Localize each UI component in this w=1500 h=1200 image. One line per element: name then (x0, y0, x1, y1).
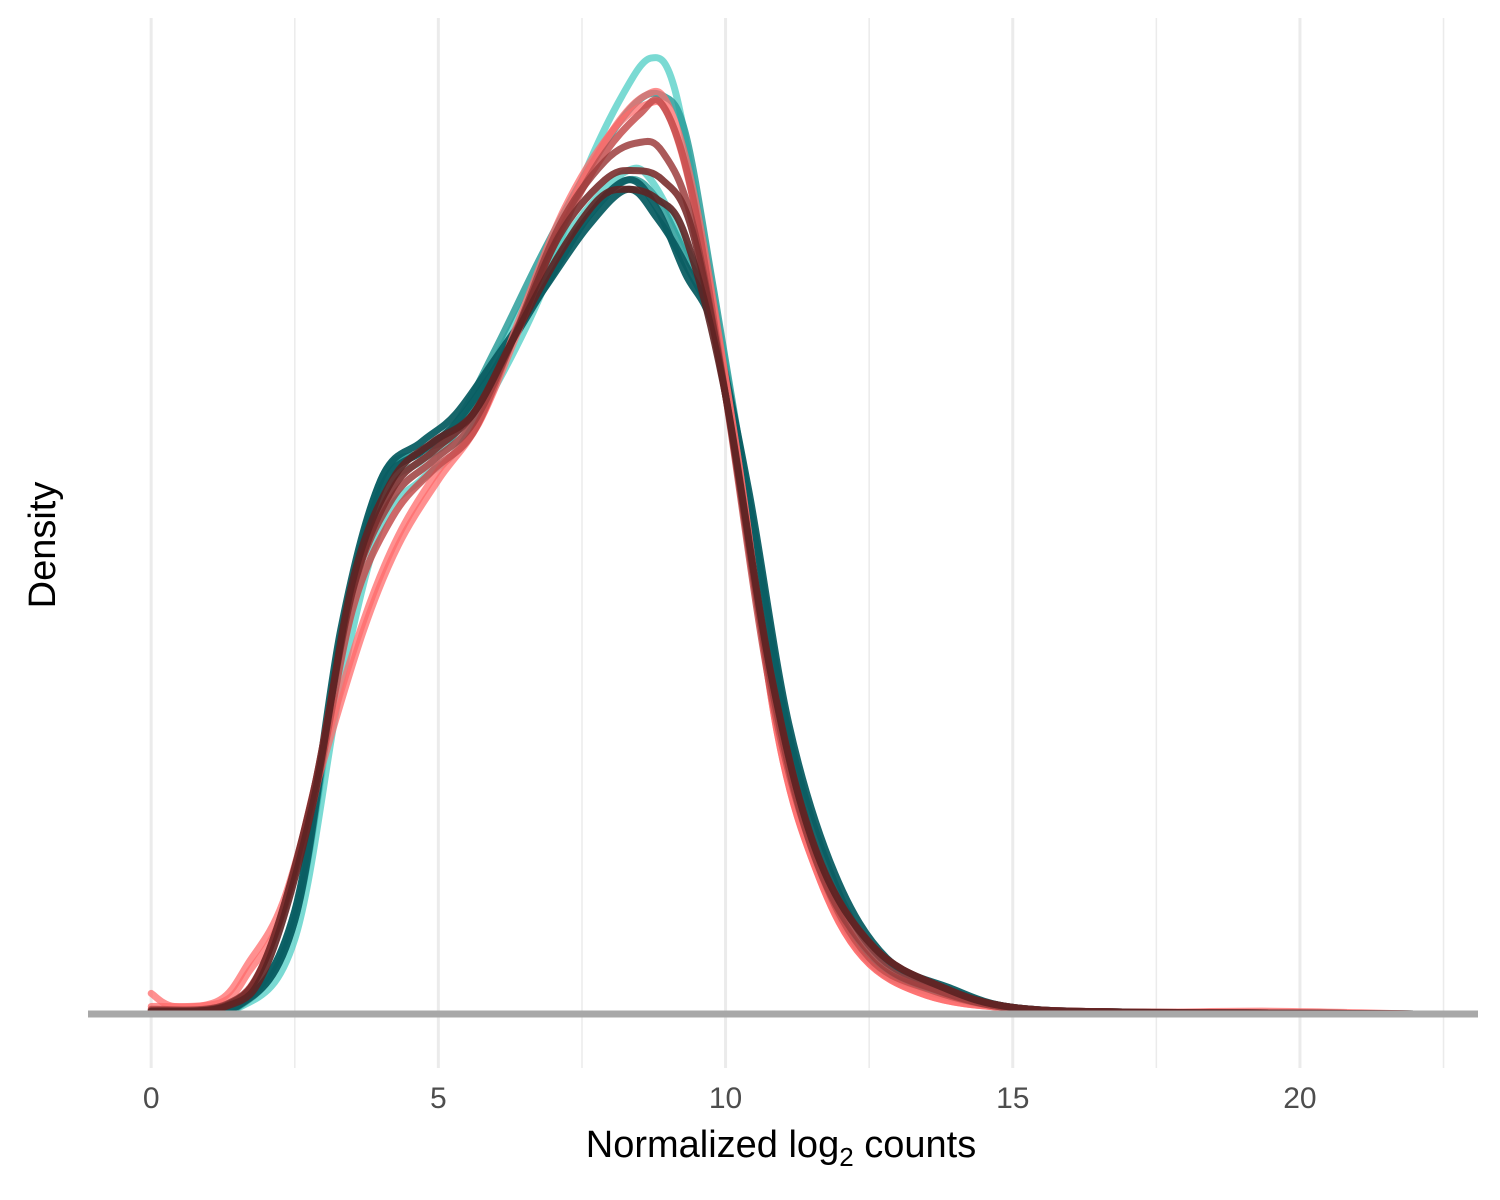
density-line-5 (147, 185, 1419, 1018)
density-line-3 (147, 89, 1419, 1018)
density-line-2 (147, 164, 1419, 1018)
density-line-1 (147, 54, 1419, 1018)
x-tick-label-10: 10 (709, 1082, 742, 1115)
density-line-6 (147, 176, 1419, 1018)
y-axis-title: Density (22, 482, 64, 609)
x-axis-title-subscript: 2 (839, 1142, 853, 1172)
density-line-11 (147, 167, 1419, 1018)
x-axis-title-suffix: counts (854, 1124, 977, 1166)
density-line-9 (147, 96, 1419, 1018)
x-tick-label-20: 20 (1283, 1082, 1316, 1115)
density-line-4 (147, 175, 1419, 1018)
density-line-12 (147, 185, 1419, 1018)
density-line-8 (147, 97, 1419, 1018)
density-line-7 (147, 87, 1419, 1018)
vertical-gridlines (149, 18, 1445, 1068)
x-tick-label-5: 5 (430, 1082, 447, 1115)
density-line-10 (147, 137, 1419, 1018)
x-tick-labels: 0 5 10 15 20 (143, 1082, 1317, 1115)
density-curves (147, 54, 1419, 1018)
x-axis-title: Normalized log2 counts (586, 1124, 976, 1172)
x-tick-label-15: 15 (996, 1082, 1029, 1115)
x-tick-label-0: 0 (143, 1082, 160, 1115)
x-axis-title-main: Normalized log (586, 1124, 839, 1166)
